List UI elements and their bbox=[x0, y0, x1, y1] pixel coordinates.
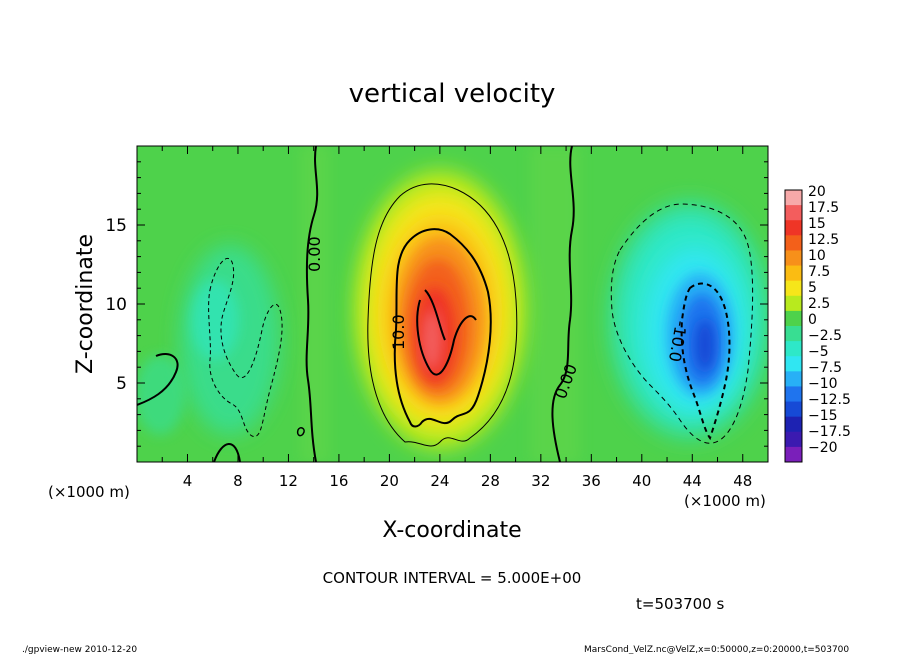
x-tick-label: 24 bbox=[430, 472, 449, 490]
x-tick-label: 16 bbox=[329, 472, 348, 490]
contour-neg10 bbox=[680, 282, 731, 441]
contour-10 bbox=[393, 228, 492, 428]
colorbar-swatch bbox=[785, 326, 802, 342]
colorbar-label: 12.5 bbox=[808, 232, 839, 248]
colorbar-swatch bbox=[785, 265, 802, 282]
heatmap-field bbox=[137, 146, 768, 462]
colorbar-label: 17.5 bbox=[808, 200, 839, 216]
colorbar-label: −10 bbox=[808, 376, 838, 392]
colorbar-label: 0 bbox=[808, 312, 817, 328]
colorbar-swatch bbox=[785, 401, 802, 418]
x-unit-right: (×1000 m) bbox=[684, 492, 766, 510]
contour-5 bbox=[367, 183, 518, 447]
x-unit-left: (×1000 m) bbox=[48, 483, 130, 501]
y-axis-label: Z-coordinate bbox=[73, 234, 98, 374]
colorbar-swatch bbox=[785, 446, 802, 463]
colorbar bbox=[784, 189, 803, 463]
chart-title: vertical velocity bbox=[349, 79, 556, 109]
contour-label-zero-left: 0.00 bbox=[305, 236, 324, 272]
colorbar-label: −17.5 bbox=[808, 424, 851, 440]
colorbar-swatch bbox=[785, 341, 802, 357]
colorbar-swatch bbox=[785, 295, 802, 312]
colorbar-frame bbox=[784, 189, 803, 463]
x-tick-label: 20 bbox=[380, 472, 399, 490]
colorbar-labels: 2017.51512.5107.552.50−2.5−5−7.5−10−12.5… bbox=[808, 184, 851, 456]
zero-contour-right bbox=[551, 146, 575, 462]
plot-area: 0.00 10.0 0.00 -10.0 bbox=[137, 146, 768, 462]
colorbar-label: 10 bbox=[808, 248, 826, 264]
x-tick-label: 4 bbox=[183, 472, 193, 490]
colorbar-swatch bbox=[785, 250, 802, 267]
colorbar-swatch bbox=[785, 356, 802, 372]
time-stamp: t=503700 s bbox=[636, 595, 724, 613]
colorbar-swatch bbox=[785, 235, 802, 251]
colorbar-label: 7.5 bbox=[808, 264, 830, 280]
contour-label-ten: 10.0 bbox=[389, 314, 408, 350]
colorbar-label: −20 bbox=[808, 440, 838, 456]
contour-interval: CONTOUR INTERVAL = 5.000E+00 bbox=[323, 569, 582, 587]
y-tick-label: 10 bbox=[105, 295, 127, 315]
colorbar-swatch bbox=[785, 280, 802, 297]
x-tick-label: 32 bbox=[531, 472, 550, 490]
x-axis-label: X-coordinate bbox=[382, 518, 521, 543]
colorbar-swatch bbox=[785, 220, 802, 236]
colorbar-swatch bbox=[785, 371, 802, 387]
x-tick-label: 28 bbox=[481, 472, 500, 490]
x-tick-label: 12 bbox=[279, 472, 298, 490]
footer-right: MarsCond_VelZ.nc@VelZ,x=0:50000,z=0:2000… bbox=[584, 645, 849, 654]
colorbar-label: −7.5 bbox=[808, 360, 842, 376]
colorbar-swatch bbox=[785, 190, 802, 206]
colorbar-swatch bbox=[785, 205, 802, 221]
colorbar-label: 20 bbox=[808, 184, 826, 200]
x-tick-label: 8 bbox=[233, 472, 243, 490]
y-tick-label: 15 bbox=[105, 216, 127, 236]
contour-lines bbox=[137, 146, 754, 462]
y-tick-label: 5 bbox=[116, 374, 127, 394]
x-axis-ticks: 4 8 12 16 20 24 28 32 36 40 44 48 bbox=[161, 146, 752, 490]
colorbar-label: −2.5 bbox=[808, 328, 842, 344]
colorbar-label: 15 bbox=[808, 216, 826, 232]
colorbar-swatch bbox=[785, 386, 802, 403]
footer-left: ./gpview-new 2010-12-20 bbox=[22, 645, 137, 654]
colorbar-swatch bbox=[785, 431, 802, 448]
colorbar-label: −12.5 bbox=[808, 392, 851, 408]
colorbar-label: 2.5 bbox=[808, 296, 830, 312]
colorbar-swatch bbox=[785, 310, 802, 327]
colorbar-label: −15 bbox=[808, 408, 838, 424]
x-tick-label: 36 bbox=[582, 472, 601, 490]
x-tick-label: 40 bbox=[632, 472, 651, 490]
x-tick-label: 48 bbox=[733, 472, 752, 490]
colorbar-swatch bbox=[785, 416, 802, 433]
x-tick-label: 44 bbox=[683, 472, 702, 490]
zero-contour-left bbox=[305, 146, 319, 462]
colorbar-label: 5 bbox=[808, 280, 817, 296]
y-axis-ticks: 5 10 15 bbox=[105, 161, 768, 447]
colorbar-label: −5 bbox=[808, 344, 829, 360]
